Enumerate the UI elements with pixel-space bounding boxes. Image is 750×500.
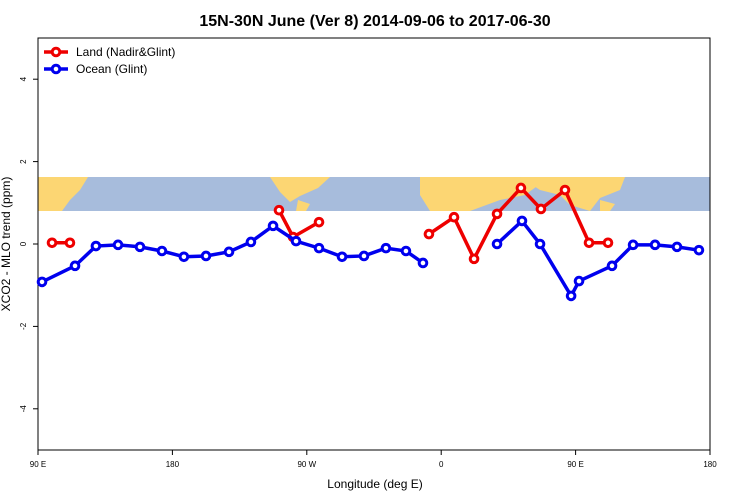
data-point [223, 246, 235, 258]
data-point [245, 236, 257, 248]
data-point [602, 237, 614, 249]
data-point [134, 241, 146, 253]
data-point [46, 237, 58, 249]
data-point [400, 245, 412, 257]
y-tick-label: -2 [19, 322, 28, 330]
data-point [534, 238, 546, 250]
data-point [583, 237, 595, 249]
data-point [573, 275, 585, 287]
data-point [649, 239, 661, 251]
data-point [290, 235, 302, 247]
x-tick-label: 180 [166, 460, 180, 469]
y-axis-label: XCO2 - MLO trend (ppm) [0, 177, 13, 312]
data-point [565, 290, 577, 302]
data-point [423, 228, 435, 240]
data-point [200, 250, 212, 262]
world-map-band [38, 177, 710, 211]
data-point [313, 216, 325, 228]
data-point [178, 251, 190, 263]
data-point [671, 241, 683, 253]
data-point [515, 182, 527, 194]
data-point [36, 276, 48, 288]
data-point [417, 257, 429, 269]
data-point [468, 253, 480, 265]
legend-marker [50, 63, 62, 75]
x-axis-label: Longitude (deg E) [327, 477, 422, 491]
series-line [41, 218, 700, 300]
data-point [380, 242, 392, 254]
data-point [627, 239, 639, 251]
x-tick-label: 180 [703, 460, 717, 469]
data-point [448, 211, 460, 223]
data-point [516, 215, 528, 227]
data-point [90, 240, 102, 252]
y-tick-label: 4 [19, 76, 28, 81]
data-point [273, 204, 285, 216]
data-point [156, 245, 168, 257]
chart-title: 15N-30N June (Ver 8) 2014-09-06 to 2017-… [199, 13, 550, 30]
data-point [336, 251, 348, 263]
legend: Land (Nadir&Glint) Ocean (Glint) [44, 45, 175, 76]
data-point [112, 239, 124, 251]
data-point [491, 238, 503, 250]
data-point [693, 244, 705, 256]
data-point [491, 208, 503, 220]
x-tick-label: 0 [439, 460, 444, 469]
legend-marker [50, 46, 62, 58]
data-point [358, 250, 370, 262]
y-tick-label: 0 [19, 241, 28, 246]
y-tick-label: -4 [19, 405, 28, 413]
data-point [313, 242, 325, 254]
data-point [606, 260, 618, 272]
data-point [267, 220, 279, 232]
x-tick-label: 90 E [30, 460, 46, 469]
data-point [559, 184, 571, 196]
data-point [69, 260, 81, 272]
y-tick-label: 2 [19, 159, 28, 164]
x-tick-label: 90 E [567, 460, 583, 469]
legend-label: Ocean (Glint) [76, 62, 147, 76]
data-point [535, 203, 547, 215]
legend-label: Land (Nadir&Glint) [76, 45, 175, 59]
data-point [64, 237, 76, 249]
x-tick-label: 90 W [297, 460, 316, 469]
